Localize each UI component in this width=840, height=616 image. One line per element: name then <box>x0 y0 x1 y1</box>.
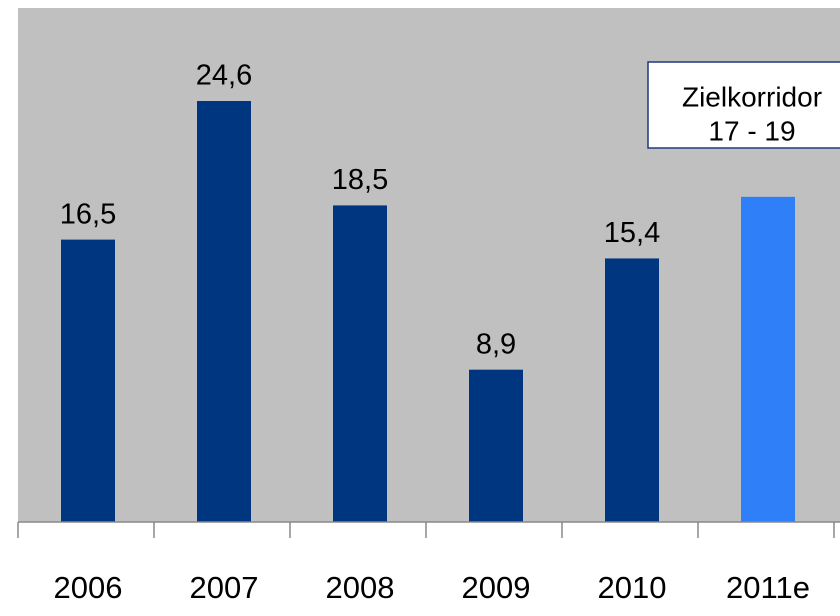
data-label: 24,6 <box>196 60 252 92</box>
bar <box>605 258 659 522</box>
bars <box>61 101 795 523</box>
annotation-text: 17 - 19 <box>708 115 795 146</box>
x-tick-label: 2009 <box>462 570 531 605</box>
annotation-box <box>647 61 840 149</box>
data-label: 8,9 <box>476 328 516 360</box>
x-tick-label: 2007 <box>190 570 259 605</box>
bar <box>469 369 523 522</box>
data-label: 18,5 <box>332 164 388 196</box>
x-tick-label: 2011e <box>726 570 810 605</box>
bar <box>197 101 251 522</box>
annotation-text: Zielkorridor <box>682 81 822 112</box>
data-label: 15,4 <box>604 217 660 249</box>
x-tick-label: 2006 <box>54 570 123 605</box>
data-label: 16,5 <box>60 198 116 230</box>
bar <box>333 205 387 523</box>
bar <box>741 196 795 522</box>
x-tick-label: 2010 <box>598 570 667 605</box>
bar <box>61 239 115 522</box>
x-tick-label: 2008 <box>326 570 395 605</box>
